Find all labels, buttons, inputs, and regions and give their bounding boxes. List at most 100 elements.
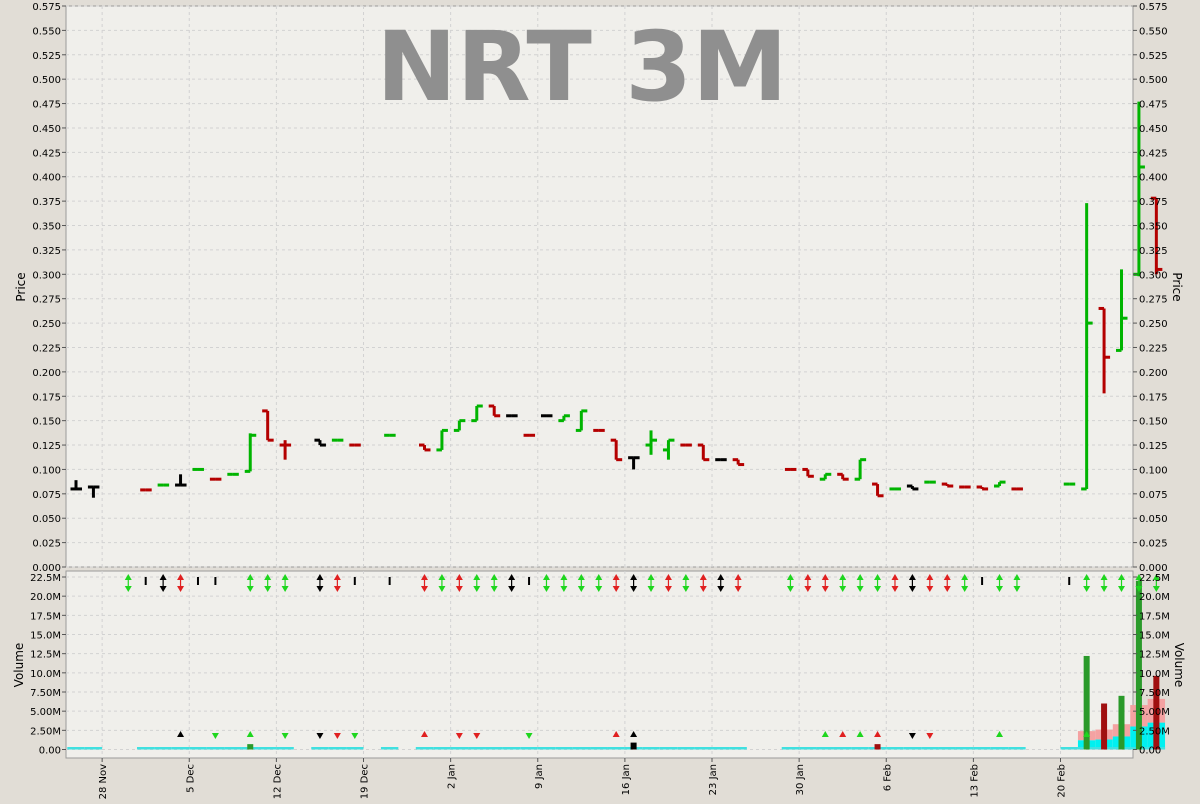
volume-tick-label-right: 12.5M [1139, 650, 1170, 661]
price-panel [65, 5, 1134, 568]
ohlc-bar [802, 467, 814, 478]
volume-tick-label-left: 0.00 [39, 746, 61, 757]
volume-baseline [886, 747, 904, 750]
date-tick-label: 13 Feb [969, 764, 980, 798]
signal-arrow-up [874, 574, 882, 580]
signal-arrow-down [664, 586, 672, 592]
signal-arrow-up [281, 574, 289, 580]
volume-bars [67, 580, 1166, 750]
ohlc-bar [1081, 203, 1093, 491]
volume-baseline [938, 747, 956, 750]
volume-baseline [1060, 747, 1078, 750]
signal-arrow-down [996, 586, 1004, 592]
signal-arrow-down [856, 586, 864, 592]
signal-arrow-up [996, 574, 1004, 580]
volume-tick-label-right: 5.00M [1139, 707, 1170, 718]
price-tick-label-left: 0.300 [32, 270, 61, 281]
volume-baseline [258, 747, 277, 750]
volume-bar [630, 742, 637, 750]
price-tick-label-right: 0.475 [1139, 100, 1168, 111]
ohlc-bar [70, 480, 82, 491]
volume-baseline [311, 747, 329, 750]
price-tick-label-right: 0.000 [1139, 563, 1168, 574]
chart-title: NRT 3M [376, 11, 787, 123]
price-tick-label-right: 0.500 [1139, 75, 1168, 86]
signal-arrow-down [1152, 586, 1160, 592]
signal-markers [124, 574, 1160, 739]
price-tick-label-right: 0.025 [1139, 539, 1168, 550]
date-tick-label: 28 Nov [98, 764, 109, 800]
signal-arrow-up [699, 574, 707, 580]
ohlc-bar [1098, 306, 1111, 394]
signal-arrow-down [682, 586, 690, 592]
signal-arrow-up [1135, 574, 1143, 580]
signal-arrow-up [926, 574, 934, 580]
signal-arrow-down [560, 586, 568, 592]
signal-arrow-up [734, 574, 742, 580]
volume-bar [247, 744, 254, 750]
volume-baseline [485, 747, 503, 750]
signal-arrow-down [264, 586, 272, 592]
volume-baseline [450, 747, 469, 750]
volume-baseline [712, 747, 730, 750]
price-tick-label-right: 0.350 [1139, 222, 1168, 233]
ohlc-bar [976, 485, 989, 491]
price-tick-label-left: 0.500 [32, 75, 61, 86]
price-tick-label-left: 0.400 [32, 173, 61, 184]
ohlc-bar [941, 482, 954, 488]
ohlc-bar [732, 458, 745, 467]
ohlc-bar [906, 484, 919, 491]
signal-arrow-down [333, 586, 341, 592]
volume-bar [1118, 695, 1125, 750]
signal-arrow-up [612, 574, 620, 580]
volume-baseline [433, 747, 451, 750]
price-tick-label-right: 0.075 [1139, 490, 1168, 501]
ohlc-bar [558, 414, 570, 423]
volume-baseline [555, 747, 573, 750]
volume-tick-label-right: 20.0M [1139, 592, 1170, 603]
signal-arrow-up [630, 574, 638, 580]
signal-arrow-up [682, 574, 690, 580]
volume-baseline [224, 747, 242, 750]
date-tick-label: 16 Jan [621, 764, 632, 795]
volume-axis-label-left: Volume [12, 643, 26, 688]
signal-arrow-up [177, 574, 185, 580]
volume-baseline [502, 747, 521, 750]
signal-arrow-up [786, 574, 794, 580]
price-tick-label-right: 0.050 [1139, 514, 1168, 525]
volume-tick-label-left: 15.0M [30, 631, 61, 642]
signal-arrow-down [316, 586, 324, 592]
volume-baseline [380, 747, 399, 750]
volume-baseline [328, 747, 347, 750]
signal-arrow-down-lower [525, 733, 533, 739]
ohlc-bar [924, 480, 936, 484]
signal-arrow-down [124, 586, 132, 592]
date-tick-label: 12 Dec [272, 764, 283, 799]
signal-arrow-down-lower [281, 733, 289, 739]
price-bars [70, 101, 1163, 498]
volume-baseline [67, 747, 85, 750]
price-tick-label-right: 0.125 [1139, 441, 1168, 452]
signal-arrow-down [891, 586, 899, 592]
date-tick-label: 19 Dec [360, 764, 371, 799]
ohlc-bar [279, 440, 292, 460]
price-tick-label-left: 0.375 [32, 197, 61, 208]
volume-baseline [834, 747, 852, 750]
signal-arrow-down-lower [333, 733, 341, 739]
signal-arrow-up [473, 574, 481, 580]
signal-arrow-down [281, 586, 289, 592]
date-tick-label: 30 Jan [795, 764, 806, 795]
signal-arrow-up-lower [1083, 731, 1091, 737]
price-tick-label-left: 0.475 [32, 100, 61, 111]
volume-baseline [590, 747, 608, 750]
signal-arrow-up [664, 574, 672, 580]
signal-arrow-up-lower [630, 731, 638, 737]
price-tick-label-left: 0.000 [32, 563, 61, 574]
price-tick-label-right: 0.175 [1139, 392, 1168, 403]
signal-arrow-down-lower [455, 733, 463, 739]
volume-tick-label-left: 17.5M [30, 611, 61, 622]
price-tick-label-right: 0.250 [1139, 319, 1168, 330]
ohlc-bar [523, 433, 536, 437]
signal-arrow-down [473, 586, 481, 592]
